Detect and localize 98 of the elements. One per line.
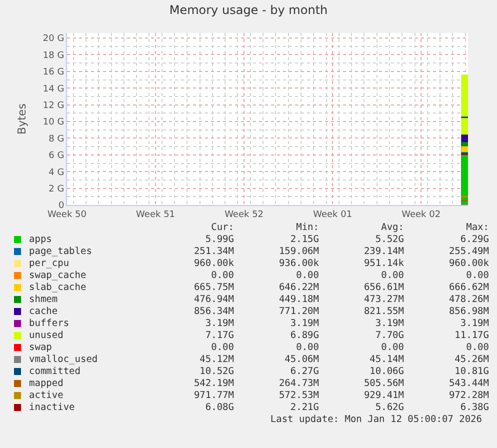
text: 6.29G bbox=[459, 234, 489, 246]
y-tick-label: 16 G bbox=[42, 68, 64, 78]
text: 821.55M bbox=[362, 306, 404, 318]
legend-label: swap_cache bbox=[29, 270, 88, 282]
text: 478.26M bbox=[448, 294, 489, 306]
text: 972.28M bbox=[448, 390, 489, 402]
legend-label: apps bbox=[29, 234, 53, 246]
text: 45.26M bbox=[454, 354, 489, 366]
text: 0.00 bbox=[380, 270, 404, 282]
text: 239.14M bbox=[362, 246, 404, 258]
legend-label: buffers bbox=[29, 318, 70, 330]
text: 2.15G bbox=[289, 234, 319, 246]
text: 45.06M bbox=[284, 354, 319, 366]
text: 251.34M bbox=[192, 246, 234, 258]
text: 10.52G bbox=[198, 366, 234, 378]
y-tick-label: 0 bbox=[58, 201, 64, 212]
text: 960.00k bbox=[192, 258, 234, 270]
y-tick-label: 14 G bbox=[42, 84, 64, 94]
text: 856.34M bbox=[192, 306, 234, 318]
x-tick-label: Week 50 bbox=[48, 210, 87, 220]
x-tick-label: Week 51 bbox=[136, 210, 176, 220]
y-tick-label: 20 G bbox=[42, 34, 64, 44]
text: 951.14k bbox=[362, 258, 404, 270]
y-tick-label: 2 G bbox=[48, 184, 64, 194]
text: 0.00 bbox=[380, 342, 404, 354]
text: 0.00 bbox=[465, 270, 489, 282]
text: 572.53M bbox=[278, 390, 319, 402]
text: 542.19M bbox=[192, 378, 234, 390]
text: 0.00 bbox=[210, 342, 234, 354]
text: 5.62G bbox=[374, 402, 404, 414]
text: 255.49M bbox=[448, 246, 489, 258]
text: 6.08G bbox=[204, 402, 234, 414]
text: 3.19M bbox=[374, 318, 404, 330]
text: 646.22M bbox=[278, 282, 319, 294]
legend-label: vmalloc_used bbox=[29, 354, 99, 366]
legend-label: cache bbox=[29, 306, 59, 318]
text: 5.99G bbox=[204, 234, 234, 246]
text: 159.06M bbox=[278, 246, 319, 258]
text: 449.18M bbox=[278, 294, 319, 306]
text: 960.00k bbox=[448, 258, 489, 270]
text: 473.27M bbox=[362, 294, 404, 306]
text: 0.00 bbox=[465, 342, 489, 354]
legend-label: swap bbox=[29, 342, 53, 354]
text: 543.44M bbox=[448, 378, 489, 390]
text: 971.77M bbox=[192, 390, 234, 402]
text: Last update: Mon Jan 12 05:00:07 2026 bbox=[269, 414, 482, 425]
text: Min: bbox=[295, 222, 319, 234]
x-tick-label: Week 52 bbox=[224, 210, 264, 220]
text: Avg: bbox=[380, 222, 404, 234]
text: 5.52G bbox=[374, 234, 404, 246]
legend-label: active bbox=[29, 390, 64, 402]
legend-label: slab_cache bbox=[29, 282, 88, 294]
text: 3.19M bbox=[289, 318, 319, 330]
text: 856.98M bbox=[448, 306, 489, 318]
text: 10.06G bbox=[368, 366, 404, 378]
text: 666.62M bbox=[448, 282, 489, 294]
legend-label: committed bbox=[29, 366, 82, 378]
y-axis-title: Bytes bbox=[16, 103, 29, 134]
text: 7.70G bbox=[374, 330, 404, 342]
text: 7.17G bbox=[204, 330, 234, 342]
text: 6.89G bbox=[289, 330, 319, 342]
y-tick-label: 8 G bbox=[48, 134, 64, 144]
text: 929.41M bbox=[362, 390, 404, 402]
text: 3.19M bbox=[459, 318, 489, 330]
x-tick-label: Week 01 bbox=[313, 210, 352, 220]
legend-label: per_cpu bbox=[29, 258, 70, 270]
text: 45.14M bbox=[368, 354, 404, 366]
legend-label: shmem bbox=[29, 294, 59, 306]
text: 0.00 bbox=[295, 342, 319, 354]
text: 6.38G bbox=[459, 402, 489, 414]
text: 45.12M bbox=[198, 354, 234, 366]
y-tick-label: 10 G bbox=[42, 118, 64, 128]
text: Max: bbox=[465, 222, 489, 234]
text: 11.17G bbox=[454, 330, 489, 342]
text: 264.73M bbox=[278, 378, 319, 390]
text: 936.00k bbox=[278, 258, 319, 270]
text: Cur: bbox=[210, 222, 234, 234]
text: 476.94M bbox=[192, 294, 234, 306]
text: 665.75M bbox=[192, 282, 234, 294]
legend-label: mapped bbox=[29, 378, 64, 390]
legend-label: unused bbox=[29, 330, 64, 342]
y-tick-label: 6 G bbox=[48, 151, 64, 162]
text: 0.00 bbox=[210, 270, 234, 282]
text: 6.27G bbox=[289, 366, 319, 378]
chart-title: Memory usage - by month bbox=[169, 2, 328, 17]
text: 2.21G bbox=[289, 402, 319, 414]
y-tick-label: 18 G bbox=[42, 50, 64, 61]
y-tick-label: 4 G bbox=[48, 168, 64, 178]
legend-label: page_tables bbox=[29, 246, 93, 258]
text: 771.20M bbox=[278, 306, 319, 318]
legend-label: inactive bbox=[29, 402, 76, 414]
text: 3.19M bbox=[204, 318, 234, 330]
text: 0.00 bbox=[295, 270, 319, 282]
text: 656.61M bbox=[362, 282, 404, 294]
x-tick-label: Week 02 bbox=[402, 210, 441, 220]
text: 10.81G bbox=[454, 366, 489, 378]
text: 505.56M bbox=[362, 378, 404, 390]
y-tick-label: 12 G bbox=[42, 100, 64, 111]
